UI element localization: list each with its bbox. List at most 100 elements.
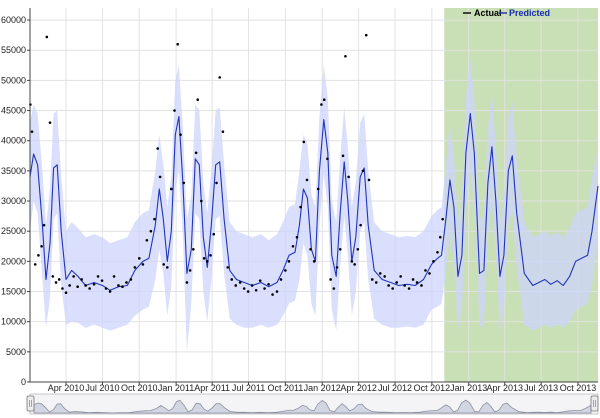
- actual-point[interactable]: [200, 199, 203, 203]
- actual-point[interactable]: [209, 254, 212, 257]
- actual-point[interactable]: [182, 181, 186, 185]
- actual-point[interactable]: [48, 121, 52, 124]
- actual-point[interactable]: [230, 278, 234, 281]
- actual-point[interactable]: [145, 238, 149, 242]
- actual-point[interactable]: [395, 281, 398, 284]
- actual-point[interactable]: [54, 281, 58, 284]
- actual-point[interactable]: [275, 290, 279, 293]
- actual-point[interactable]: [246, 290, 250, 293]
- actual-point[interactable]: [156, 147, 159, 150]
- actual-point[interactable]: [30, 130, 34, 133]
- actual-point[interactable]: [309, 247, 312, 251]
- actual-point[interactable]: [212, 232, 216, 236]
- actual-point[interactable]: [242, 287, 246, 290]
- actual-point[interactable]: [347, 175, 350, 179]
- actual-point[interactable]: [45, 35, 49, 39]
- actual-point[interactable]: [188, 269, 192, 272]
- actual-point[interactable]: [218, 76, 222, 79]
- actual-point[interactable]: [267, 282, 270, 286]
- actual-point[interactable]: [326, 157, 329, 161]
- actual-point[interactable]: [92, 282, 96, 286]
- navigator-left-handle[interactable]: [26, 395, 35, 412]
- actual-point[interactable]: [158, 175, 162, 179]
- actual-point[interactable]: [80, 278, 83, 281]
- actual-point[interactable]: [133, 266, 137, 269]
- actual-point[interactable]: [387, 284, 390, 287]
- actual-point[interactable]: [374, 281, 378, 284]
- actual-point[interactable]: [359, 223, 362, 227]
- actual-point[interactable]: [279, 278, 283, 281]
- actual-point[interactable]: [51, 275, 55, 278]
- actual-point[interactable]: [338, 247, 342, 251]
- actual-point[interactable]: [287, 260, 291, 263]
- actual-point[interactable]: [162, 263, 165, 266]
- actual-point[interactable]: [411, 278, 415, 281]
- actual-point[interactable]: [238, 281, 242, 284]
- actual-point[interactable]: [192, 247, 195, 251]
- actual-point[interactable]: [391, 287, 394, 290]
- predicted-line[interactable]: [29, 113, 599, 291]
- actual-point[interactable]: [320, 103, 323, 106]
- actual-point[interactable]: [428, 272, 431, 275]
- actual-point[interactable]: [438, 235, 442, 239]
- actual-point[interactable]: [356, 247, 360, 251]
- actual-point[interactable]: [367, 178, 371, 182]
- actual-point[interactable]: [316, 187, 320, 191]
- actual-point[interactable]: [179, 133, 182, 136]
- actual-point[interactable]: [141, 263, 145, 266]
- actual-point[interactable]: [234, 284, 238, 287]
- actual-point[interactable]: [332, 287, 336, 290]
- actual-point[interactable]: [206, 260, 209, 263]
- actual-point[interactable]: [215, 181, 218, 185]
- actual-point[interactable]: [344, 54, 347, 58]
- actual-point[interactable]: [322, 98, 326, 101]
- actual-point[interactable]: [37, 254, 40, 257]
- actual-point[interactable]: [61, 287, 64, 290]
- actual-point[interactable]: [432, 260, 435, 263]
- actual-point[interactable]: [57, 278, 61, 281]
- actual-point[interactable]: [364, 33, 368, 37]
- actual-point[interactable]: [361, 169, 365, 173]
- actual-point[interactable]: [441, 217, 444, 221]
- range-handle-grip-icon[interactable]: [26, 395, 35, 412]
- actual-point[interactable]: [383, 275, 386, 278]
- actual-point[interactable]: [258, 279, 262, 282]
- actual-point[interactable]: [149, 229, 153, 233]
- actual-point[interactable]: [424, 269, 427, 272]
- actual-point[interactable]: [335, 266, 339, 269]
- actual-point[interactable]: [295, 235, 299, 239]
- actual-point[interactable]: [76, 285, 79, 288]
- actual-point[interactable]: [263, 287, 266, 290]
- actual-point[interactable]: [353, 263, 356, 266]
- actual-point[interactable]: [329, 278, 332, 281]
- actual-point[interactable]: [33, 263, 37, 266]
- actual-point[interactable]: [173, 109, 176, 112]
- actual-point[interactable]: [407, 287, 411, 290]
- actual-point[interactable]: [40, 244, 43, 248]
- actual-point[interactable]: [137, 257, 141, 260]
- actual-point[interactable]: [108, 290, 112, 293]
- actual-point[interactable]: [370, 278, 374, 281]
- actual-point[interactable]: [420, 284, 423, 287]
- actual-point[interactable]: [302, 140, 306, 144]
- actual-point[interactable]: [42, 223, 46, 227]
- actual-point[interactable]: [165, 266, 169, 269]
- actual-point[interactable]: [378, 272, 382, 275]
- actual-point[interactable]: [271, 293, 274, 296]
- actual-point[interactable]: [104, 287, 108, 290]
- actual-point[interactable]: [436, 251, 439, 254]
- actual-point[interactable]: [96, 275, 100, 278]
- navigator-right-handle[interactable]: [590, 395, 599, 412]
- actual-point[interactable]: [100, 279, 104, 282]
- actual-point[interactable]: [153, 217, 156, 221]
- actual-point[interactable]: [176, 42, 180, 46]
- actual-point[interactable]: [284, 269, 287, 272]
- actual-point[interactable]: [415, 281, 419, 284]
- actual-point[interactable]: [64, 291, 68, 295]
- actual-point[interactable]: [341, 154, 345, 158]
- actual-point[interactable]: [403, 284, 406, 287]
- actual-point[interactable]: [194, 151, 198, 155]
- actual-point[interactable]: [291, 244, 295, 248]
- actual-point[interactable]: [250, 284, 254, 287]
